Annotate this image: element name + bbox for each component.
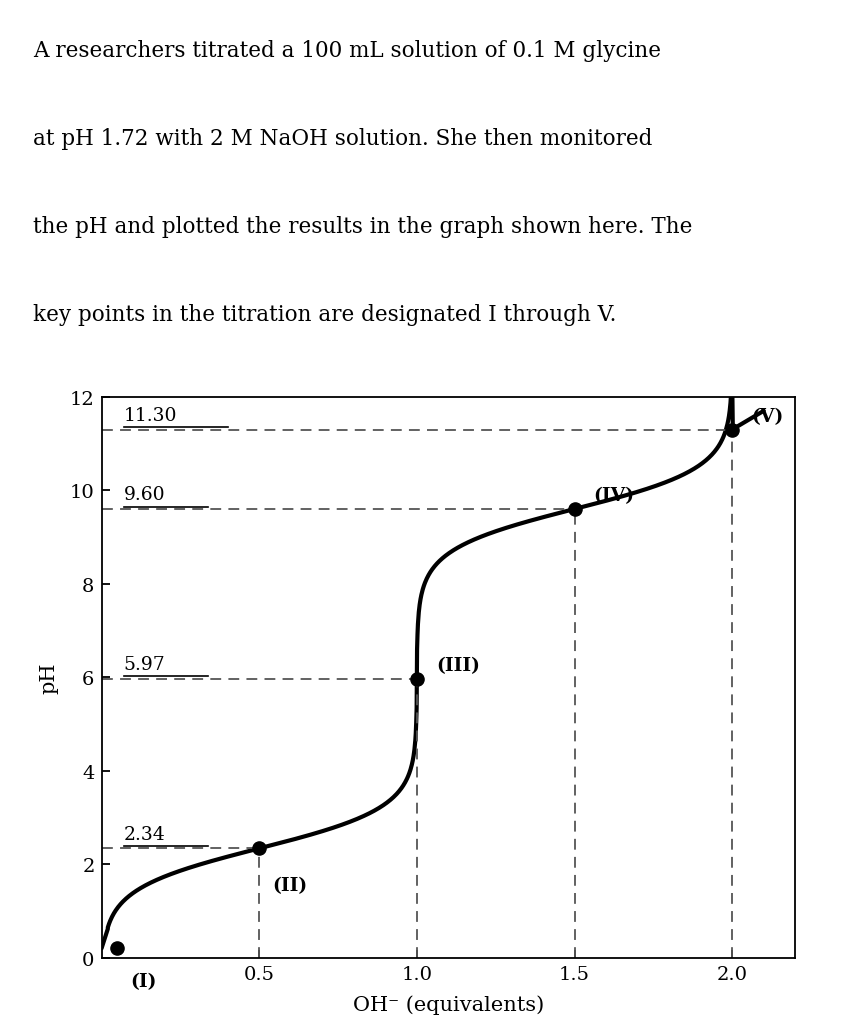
Text: A researchers titrated a 100 mL solution of 0.1 M glycine: A researchers titrated a 100 mL solution…	[33, 40, 662, 61]
Text: (V): (V)	[751, 408, 783, 425]
Text: (III): (III)	[436, 656, 480, 675]
Text: at pH 1.72 with 2 M NaOH solution. She then monitored: at pH 1.72 with 2 M NaOH solution. She t…	[33, 127, 652, 150]
Text: key points in the titration are designated I through V.: key points in the titration are designat…	[33, 304, 617, 326]
Point	[725, 422, 739, 438]
Point	[111, 941, 124, 957]
Text: (IV): (IV)	[593, 487, 634, 504]
Point	[252, 841, 266, 857]
Text: 11.30: 11.30	[124, 407, 177, 425]
Y-axis label: pH: pH	[40, 662, 58, 693]
Point	[568, 501, 581, 518]
Point	[410, 671, 424, 687]
Text: (II): (II)	[272, 876, 307, 895]
Text: 9.60: 9.60	[124, 486, 165, 503]
Text: 5.97: 5.97	[124, 655, 165, 674]
Text: 2.34: 2.34	[124, 825, 165, 843]
Text: the pH and plotted the results in the graph shown here. The: the pH and plotted the results in the gr…	[33, 216, 693, 237]
Text: (I): (I)	[130, 972, 157, 989]
X-axis label: OH⁻ (equivalents): OH⁻ (equivalents)	[353, 994, 544, 1014]
